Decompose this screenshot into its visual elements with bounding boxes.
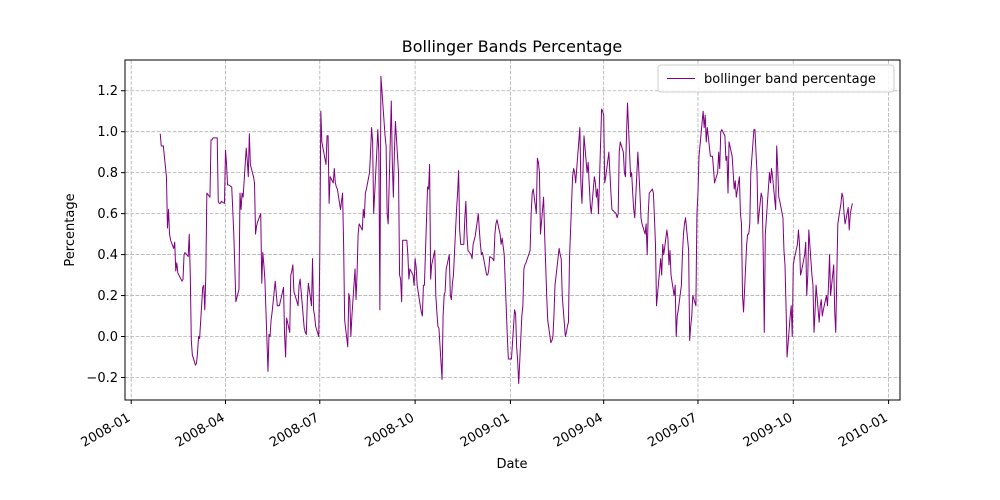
x-axis: 2008-01 2008-04 2008-07 2008-10 2009-01 2009-…	[79, 400, 891, 451]
series-line	[159, 75, 853, 385]
x-tick-label: 2009-07	[645, 410, 700, 450]
y-tick-label: 1.0	[97, 125, 118, 140]
x-tick-label: 2009-01	[458, 410, 513, 450]
y-tick-label: 0.0	[97, 330, 118, 345]
x-tick-label: 2008-04	[173, 410, 228, 450]
x-axis-label: Date	[496, 457, 527, 472]
y-tick-label: 0.4	[97, 248, 118, 263]
x-tick-label: 2008-01	[79, 410, 134, 450]
x-tick-label: 2009-04	[551, 410, 606, 450]
line-layer	[159, 75, 853, 385]
y-tick-label: 0.2	[97, 289, 118, 304]
legend-label: bollinger band percentage	[704, 72, 876, 87]
x-tick-label: 2010-01	[836, 410, 891, 450]
x-tick-label: 2008-10	[363, 410, 418, 450]
y-tick-label: 0.6	[97, 207, 118, 222]
y-tick-label: 0.8	[97, 166, 118, 181]
plot-frame	[124, 59, 901, 401]
x-tick-label: 2008-07	[267, 410, 322, 450]
x-tick-label: 2009-10	[741, 410, 796, 450]
y-axis: −0.2 0.0 0.2 0.4 0.6 0.8 1.0 1.2	[86, 84, 125, 386]
chart-title: Bollinger Bands Percentage	[402, 37, 622, 56]
y-tick-label: 1.2	[97, 84, 118, 99]
y-tick-label: −0.2	[86, 371, 118, 386]
y-axis-label: Percentage	[63, 193, 78, 266]
legend-box	[657, 64, 895, 93]
legend: bollinger band percentage	[657, 64, 895, 93]
